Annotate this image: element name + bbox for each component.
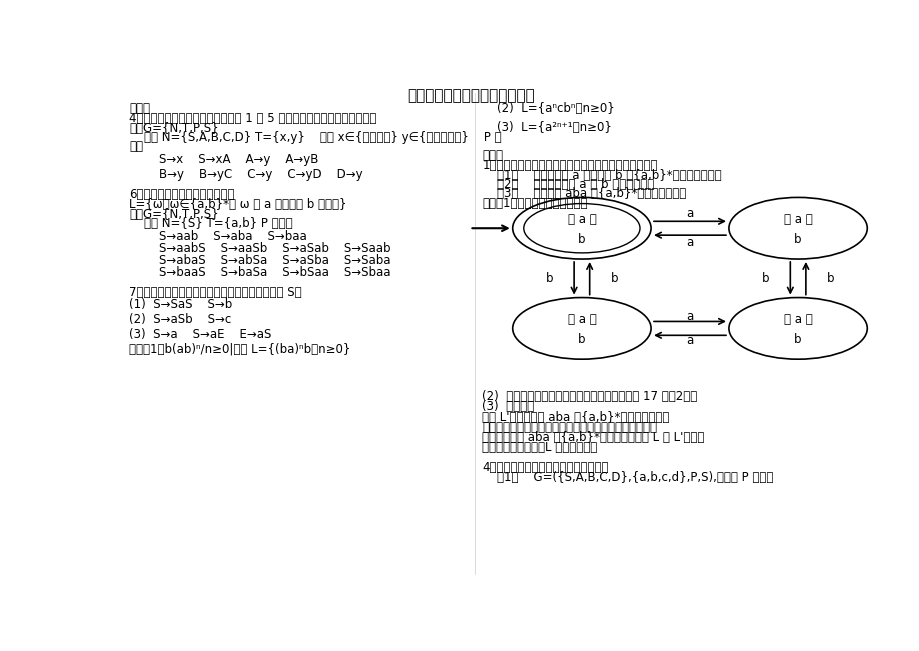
Text: a: a	[686, 334, 693, 347]
Text: （1）    含有偶数个 a 和奇数个 b 的{a,b}*上的字符串集合: （1） 含有偶数个 a 和奇数个 b 的{a,b}*上的字符串集合	[482, 169, 721, 182]
Text: b: b	[761, 272, 768, 284]
Text: 根据正则集的性质，L 也是正则集。: 根据正则集的性质，L 也是正则集。	[482, 441, 596, 454]
Text: a: a	[686, 236, 693, 249]
Text: (3)  S→a    S→aE    E→aS: (3) S→a S→aE E→aS	[129, 327, 271, 340]
Text: b: b	[793, 333, 801, 346]
Text: S→aabS    S→aaSb    S→aSab    S→Saab: S→aabS S→aaSb S→aSab S→Saab	[129, 242, 391, 255]
Text: b: b	[577, 232, 585, 245]
Text: 偶 a 偶: 偶 a 偶	[567, 214, 596, 227]
Text: b: b	[793, 232, 801, 245]
Text: 1．下列集合是否为正则集，若是正则集写出其正则式。: 1．下列集合是否为正则集，若是正则集写出其正则式。	[482, 159, 657, 173]
Text: 第三章: 第三章	[482, 149, 503, 162]
Text: (3)  是正则集: (3) 是正则集	[482, 400, 534, 413]
Text: 其中 N={S} T={a,b} P 如下：: 其中 N={S} T={a,b} P 如下：	[129, 217, 292, 230]
Text: 答：（1）b(ab)ⁿ/n≥0|或者 L={(ba)ⁿb／n≥0}: 答：（1）b(ab)ⁿ/n≥0|或者 L={(ba)ⁿb／n≥0}	[129, 343, 350, 356]
Text: 答：（1）是正则集，自动机如下: 答：（1）是正则集，自动机如下	[482, 197, 587, 210]
Text: 7．找出由下列各组生成式产生的语言（起始符为 S）: 7．找出由下列各组生成式产生的语言（起始符为 S）	[129, 286, 301, 299]
Text: 偶 a 奇: 偶 a 奇	[567, 313, 596, 326]
Text: S→aab    S→aba    S→baa: S→aab S→aba S→baa	[129, 230, 307, 243]
Text: 先看 L'为包含子串 aba 的{a,b}*上的字符串集合: 先看 L'为包含子串 aba 的{a,b}*上的字符串集合	[482, 411, 669, 424]
Text: 奇 a 奇: 奇 a 奇	[783, 313, 811, 326]
Text: S→x    S→xA    A→y    A→yB: S→x S→xA A→y A→yB	[129, 154, 318, 166]
Text: 答：G={N,T,P,S}: 答：G={N,T,P,S}	[129, 208, 219, 221]
Text: 6．构造上下文无关文法能够产生: 6．构造上下文无关文法能够产生	[129, 188, 234, 201]
Text: （1）    G=({S,A,B,C,D},{a,b,c,d},P,S),生成式 P 如下：: （1） G=({S,A,B,C,D},{a,b,c,d},P,S),生成式 P …	[482, 471, 773, 484]
Text: B→y    B→yC    C→y    C→yD    D→y: B→y B→yC C→y C→yD D→y	[129, 169, 362, 182]
Text: 则不包含子串 aba 的{a,b}*上的字符串集合 L 是 L'的非，: 则不包含子串 aba 的{a,b}*上的字符串集合 L 是 L'的非，	[482, 431, 704, 444]
Text: 4．对下列文法的生成式，找出其正则式: 4．对下列文法的生成式，找出其正则式	[482, 461, 608, 474]
Text: (3)  L={a²ⁿ⁺¹／n≥0}: (3) L={a²ⁿ⁺¹／n≥0}	[482, 120, 611, 133]
Text: 第二章: 第二章	[129, 102, 150, 115]
Text: 下：: 下：	[129, 140, 143, 153]
Text: L={ω／ω∈{a,b}*且 ω 中 a 的个数是 b 的两倍}: L={ω／ω∈{a,b}*且 ω 中 a 的个数是 b 的两倍}	[129, 199, 346, 212]
Text: 显然这是正则集，可以写出表达式和画出自动机。（略）: 显然这是正则集，可以写出表达式和画出自动机。（略）	[482, 421, 656, 434]
Text: 4．找出右线性文法，能构成长度为 1 至 5 个字符且以字母为首的字符串。: 4．找出右线性文法，能构成长度为 1 至 5 个字符且以字母为首的字符串。	[129, 112, 376, 125]
Text: b: b	[545, 272, 552, 284]
Text: (1)  S→SaS    S→b: (1) S→SaS S→b	[129, 298, 233, 311]
Text: a: a	[686, 309, 693, 322]
Text: (2)  L={aⁿcbⁿ／n≥0}: (2) L={aⁿcbⁿ／n≥0}	[482, 102, 614, 115]
Text: (2)  不是正则集，用泵浦引理可以证明，具体见 17 题（2）。: (2) 不是正则集，用泵浦引理可以证明，具体见 17 题（2）。	[482, 390, 697, 403]
Text: 奇 a 偶: 奇 a 偶	[783, 214, 811, 227]
Text: b: b	[826, 272, 834, 284]
Text: S→baaS    S→baSa    S→bSaa    S→Sbaa: S→baaS S→baSa S→bSaa S→Sbaa	[129, 266, 391, 279]
Text: b: b	[610, 272, 618, 284]
Text: b: b	[577, 333, 585, 346]
Text: 形式语言与自动机课后习题答案: 形式语言与自动机课后习题答案	[407, 88, 535, 103]
Text: S→abaS    S→abSa    S→aSba    S→Saba: S→abaS S→abSa S→aSba S→Saba	[129, 254, 391, 266]
Text: (2)  S→aSb    S→c: (2) S→aSb S→c	[129, 312, 232, 326]
Text: （3）    不含子串 aba 的{a,b}*上的字符串集合: （3） 不含子串 aba 的{a,b}*上的字符串集合	[482, 187, 686, 201]
Text: 其中 N={S,A,B,C,D} T={x,y}    其中 x∈{所有字母} y∈{所有的字符}    P 如: 其中 N={S,A,B,C,D} T={x,y} 其中 x∈{所有字母} y∈{…	[129, 132, 502, 145]
Text: a: a	[686, 207, 693, 220]
Text: 答：G={N,T,P,S}: 答：G={N,T,P,S}	[129, 122, 219, 135]
Text: （2）    含有相同个数 a 和 b 的字符串集合: （2） 含有相同个数 a 和 b 的字符串集合	[482, 178, 653, 191]
